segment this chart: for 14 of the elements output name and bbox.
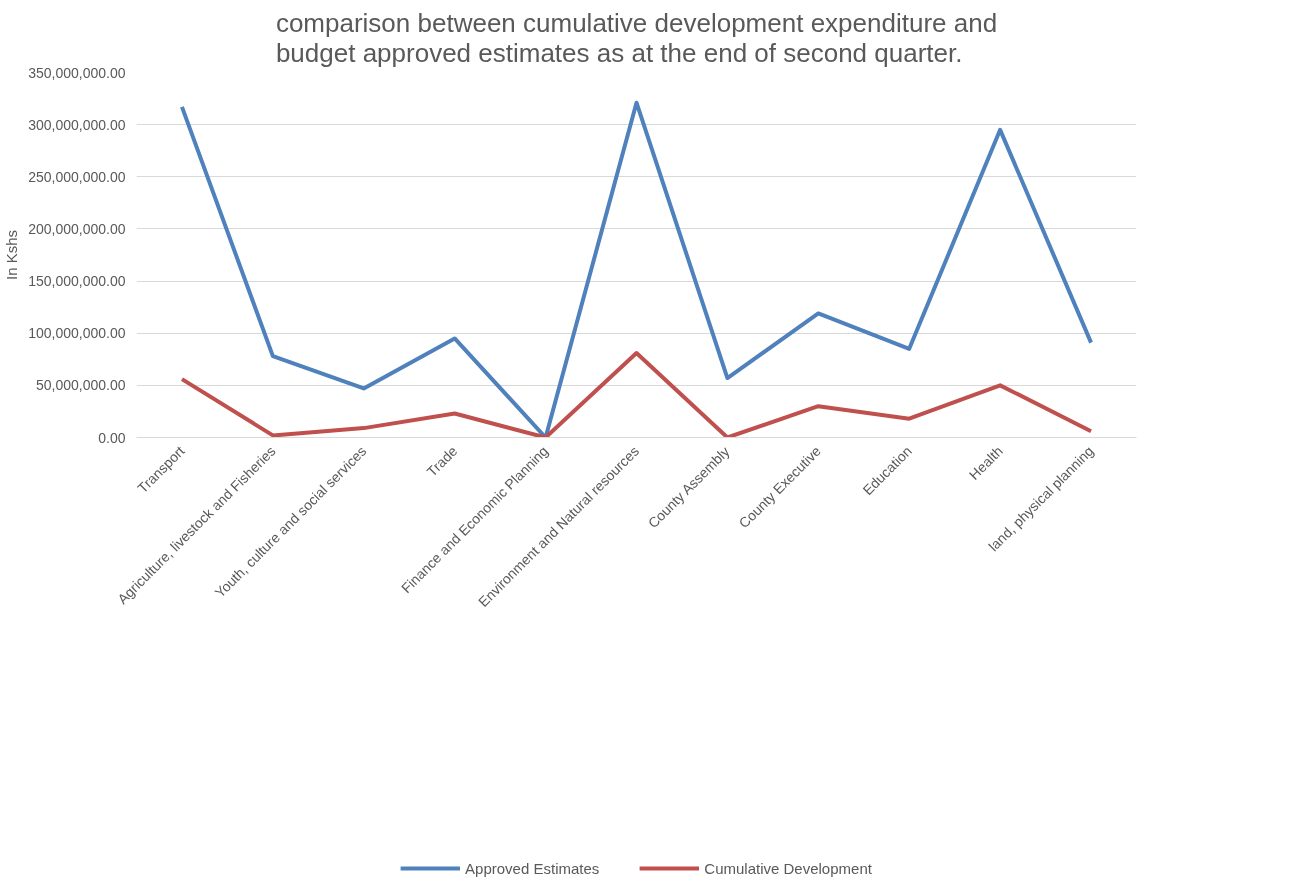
line-series xyxy=(179,351,1094,438)
y-tick-label: 200,000,000.00 xyxy=(28,220,126,237)
y-tick-label: 300,000,000.00 xyxy=(28,116,126,133)
line-series xyxy=(179,100,1094,438)
y-tick-label: 0.00 xyxy=(98,429,126,446)
y-axis-title: In Kshs xyxy=(3,229,21,281)
chart-title: comparison between cumulative development expenditure and budget approved estimates as at the end of second quarter. xyxy=(275,7,998,68)
legend-label: Cumulative Development xyxy=(704,859,872,877)
legend-label: Approved Estimates xyxy=(465,859,600,877)
y-tick-label: 350,000,000.00 xyxy=(28,64,126,81)
y-tick-label: 50,000,000.00 xyxy=(35,377,126,394)
y-tick-label: 250,000,000.00 xyxy=(28,168,126,185)
y-tick-label: 150,000,000.00 xyxy=(28,273,126,290)
y-tick-label: 100,000,000.00 xyxy=(28,325,126,342)
